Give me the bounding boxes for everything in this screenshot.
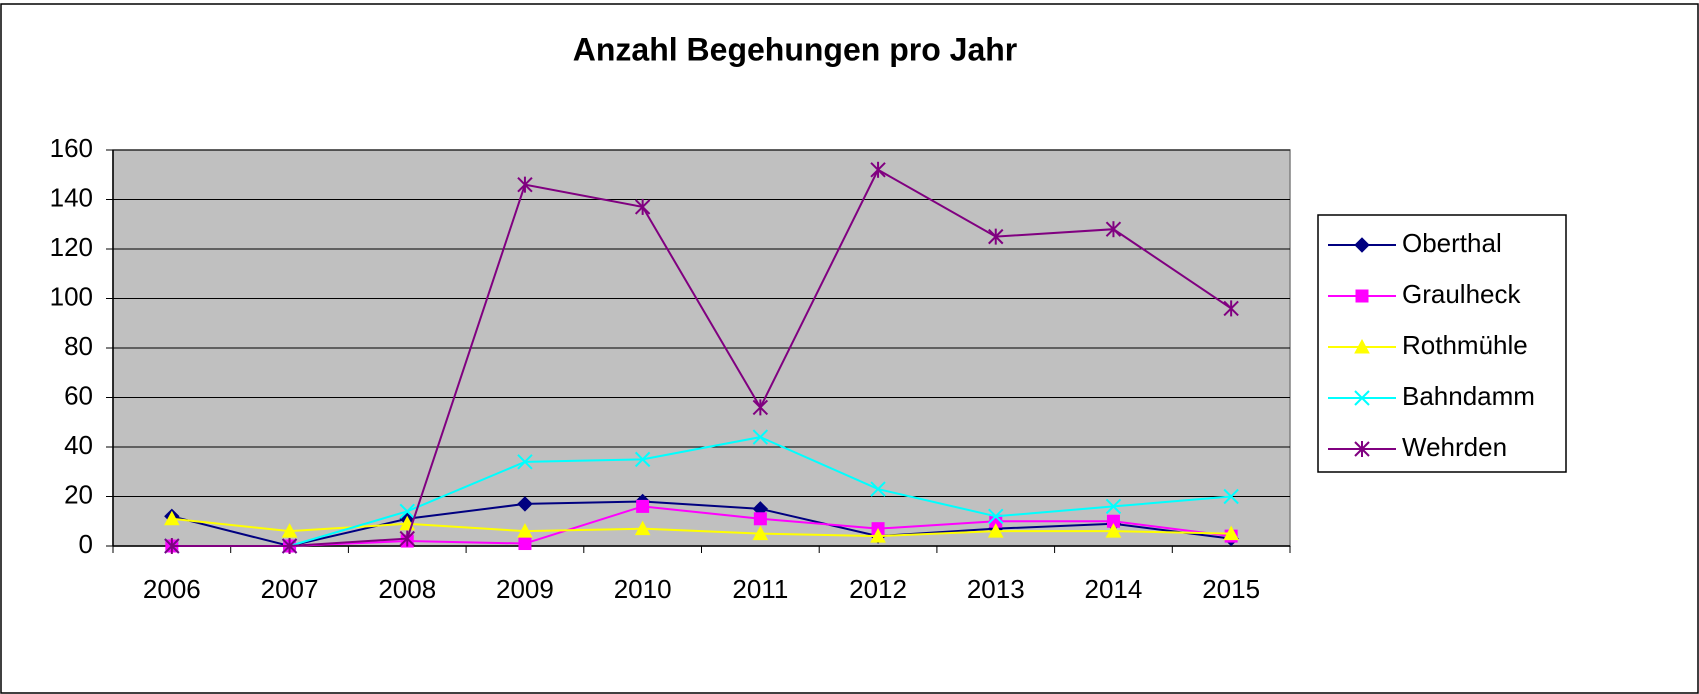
series-line bbox=[171, 436, 1232, 547]
marker-stroke bbox=[634, 451, 651, 468]
marker-stroke bbox=[1223, 488, 1239, 505]
marker bbox=[987, 523, 1004, 538]
y-tick-label: 120 bbox=[50, 232, 93, 262]
legend-label: Rothmühle bbox=[1402, 330, 1528, 360]
marker bbox=[752, 429, 769, 445]
marker bbox=[1354, 441, 1370, 457]
marker bbox=[634, 520, 651, 536]
marker bbox=[1354, 338, 1370, 354]
marker-stroke bbox=[988, 508, 1004, 525]
marker bbox=[1354, 390, 1370, 406]
marker bbox=[399, 503, 415, 520]
chart-title: Anzahl Begehungen pro Jahr bbox=[573, 31, 1017, 67]
x-tick-label: 2011 bbox=[732, 574, 788, 604]
series-line bbox=[171, 500, 1232, 548]
x-tick-label: 2015 bbox=[1202, 574, 1260, 604]
marker bbox=[281, 538, 298, 554]
series-line bbox=[171, 505, 1232, 547]
marker bbox=[988, 228, 1004, 245]
y-tick-label: 40 bbox=[64, 430, 93, 460]
x-tick-label: 2008 bbox=[378, 574, 436, 604]
marker bbox=[634, 451, 651, 468]
legend-item: Graulheck bbox=[1328, 279, 1521, 309]
marker bbox=[636, 499, 650, 513]
series-line bbox=[171, 168, 1232, 547]
marker bbox=[399, 530, 415, 547]
marker bbox=[752, 399, 769, 416]
marker bbox=[1105, 221, 1122, 238]
y-tick-label: 160 bbox=[50, 133, 93, 163]
x-tick-label: 2009 bbox=[496, 574, 554, 604]
marker-stroke bbox=[399, 503, 415, 520]
marker bbox=[870, 481, 886, 497]
marker bbox=[517, 454, 533, 470]
marker bbox=[164, 538, 180, 554]
marker bbox=[517, 496, 533, 512]
marker bbox=[752, 525, 769, 541]
x-tick-label: 2013 bbox=[967, 574, 1025, 604]
marker bbox=[1354, 237, 1370, 253]
marker bbox=[1223, 488, 1239, 505]
legend-item: Rothmühle bbox=[1328, 330, 1528, 360]
x-tick-label: 2014 bbox=[1085, 574, 1143, 604]
marker bbox=[518, 537, 532, 551]
x-tick-label: 2006 bbox=[143, 574, 201, 604]
marker bbox=[634, 198, 651, 215]
y-tick-label: 20 bbox=[64, 479, 93, 509]
y-tick-label: 0 bbox=[79, 529, 93, 559]
marker bbox=[164, 510, 180, 526]
x-tick-label: 2010 bbox=[614, 574, 672, 604]
legend-label: Oberthal bbox=[1402, 228, 1502, 258]
marker bbox=[281, 523, 298, 538]
marker bbox=[1223, 300, 1239, 317]
marker bbox=[517, 176, 533, 193]
legend-label: Graulheck bbox=[1402, 279, 1521, 309]
marker bbox=[1223, 525, 1239, 541]
legend-label: Bahndamm bbox=[1402, 381, 1535, 411]
y-tick-label: 80 bbox=[64, 331, 93, 361]
marker bbox=[870, 528, 886, 543]
x-tick-label: 2007 bbox=[261, 574, 319, 604]
legend-box bbox=[1317, 214, 1567, 473]
legend-item: Wehrden bbox=[1328, 432, 1507, 462]
y-tick-label: 140 bbox=[50, 182, 93, 212]
x-tick-label: 2012 bbox=[849, 574, 907, 604]
marker bbox=[517, 523, 533, 538]
y-tick-label: 60 bbox=[64, 380, 93, 410]
marker bbox=[1355, 289, 1369, 303]
y-tick-label: 100 bbox=[50, 281, 93, 311]
marker-stroke bbox=[1354, 390, 1370, 406]
legend-item: Bahndamm bbox=[1328, 381, 1535, 411]
legend-label: Wehrden bbox=[1402, 432, 1507, 462]
series-line bbox=[171, 517, 1232, 538]
marker bbox=[1105, 498, 1122, 515]
legend-item: Oberthal bbox=[1328, 228, 1502, 258]
marker bbox=[870, 161, 886, 178]
marker-stroke bbox=[870, 481, 886, 497]
marker-stroke bbox=[517, 454, 533, 470]
marker bbox=[1105, 523, 1122, 538]
marker-stroke bbox=[1105, 498, 1122, 515]
marker-stroke bbox=[752, 429, 769, 445]
marker bbox=[988, 508, 1004, 525]
marker bbox=[753, 512, 767, 526]
